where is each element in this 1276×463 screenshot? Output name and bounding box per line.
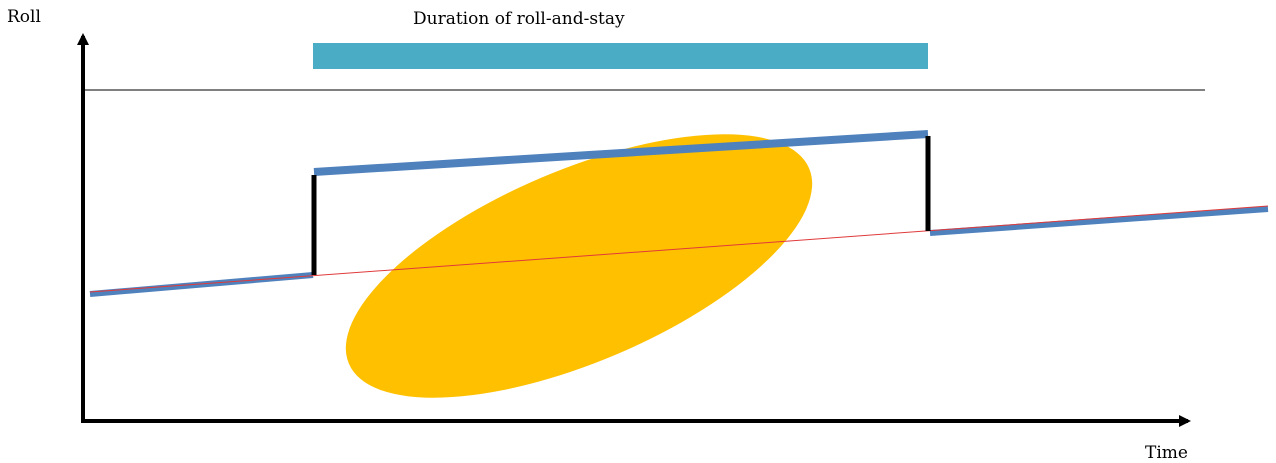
y-axis-label: Roll bbox=[7, 7, 41, 27]
duration-label: Duration of roll-and-stay bbox=[413, 9, 625, 29]
x-axis-label: Time bbox=[1145, 443, 1188, 463]
roll-path-raised bbox=[313, 130, 929, 176]
trend-line bbox=[89, 205, 1269, 293]
duration-bar bbox=[313, 43, 928, 69]
roll-path-after bbox=[929, 206, 1269, 236]
highlight-ellipse bbox=[345, 134, 813, 398]
